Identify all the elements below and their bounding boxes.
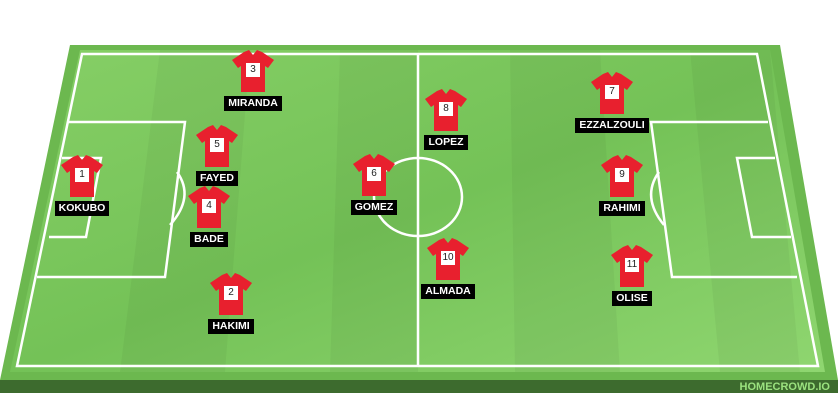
player-marker[interactable]: 8 LOPEZ [406, 89, 486, 150]
shirt-icon: 1 [60, 155, 104, 197]
touchline [15, 52, 820, 368]
shirt-icon: 4 [187, 186, 231, 228]
shirt-icon: 10 [426, 238, 470, 280]
shirt-number: 4 [202, 199, 216, 213]
player-name: FAYED [195, 171, 239, 186]
center-circle [372, 156, 464, 238]
player-marker[interactable]: 5 FAYED [177, 125, 257, 186]
player-name: OLISE [612, 291, 652, 306]
shirt-number: 3 [246, 63, 260, 77]
player-name: KOKUBO [54, 201, 110, 216]
player-marker[interactable]: 10 ALMADA [408, 238, 488, 299]
shirt-icon: 6 [352, 154, 396, 196]
player-marker[interactable]: 3 MIRANDA [213, 50, 293, 111]
shirt-number: 2 [224, 286, 238, 300]
shirt-number: 7 [605, 85, 619, 99]
shirt-icon: 9 [600, 155, 644, 197]
shirt-icon: 11 [610, 245, 654, 287]
player-marker[interactable]: 11 OLISE [592, 245, 672, 306]
player-name: GOMEZ [350, 200, 398, 215]
player-marker[interactable]: 4 BADE [169, 186, 249, 247]
shirt-number: 1 [75, 168, 89, 182]
player-marker[interactable]: 2 HAKIMI [191, 273, 271, 334]
shirt-icon: 5 [195, 125, 239, 167]
shirt-number: 11 [625, 258, 639, 272]
shirt-icon: 7 [590, 72, 634, 114]
brand-watermark: HOMECROWD.IO [739, 381, 830, 393]
player-marker[interactable]: 9 RAHIMI [582, 155, 662, 216]
shirt-icon: 3 [231, 50, 275, 92]
player-name: MIRANDA [224, 96, 282, 111]
player-name: RAHIMI [599, 201, 645, 216]
player-name: BADE [190, 232, 228, 247]
player-name: LOPEZ [424, 135, 468, 150]
shirt-icon: 8 [424, 89, 468, 131]
player-marker[interactable]: 7 EZZALZOULI [572, 72, 652, 133]
shirt-number: 6 [367, 167, 381, 181]
player-name: EZZALZOULI [575, 118, 649, 133]
player-marker[interactable]: 1 KOKUBO [42, 155, 122, 216]
shirt-number: 9 [615, 168, 629, 182]
shirt-number: 8 [439, 102, 453, 116]
shirt-icon: 2 [209, 273, 253, 315]
shirt-number: 10 [441, 251, 455, 265]
player-name: HAKIMI [208, 319, 254, 334]
shirt-number: 5 [210, 138, 224, 152]
player-marker[interactable]: 6 GOMEZ [334, 154, 414, 215]
player-name: ALMADA [421, 284, 475, 299]
